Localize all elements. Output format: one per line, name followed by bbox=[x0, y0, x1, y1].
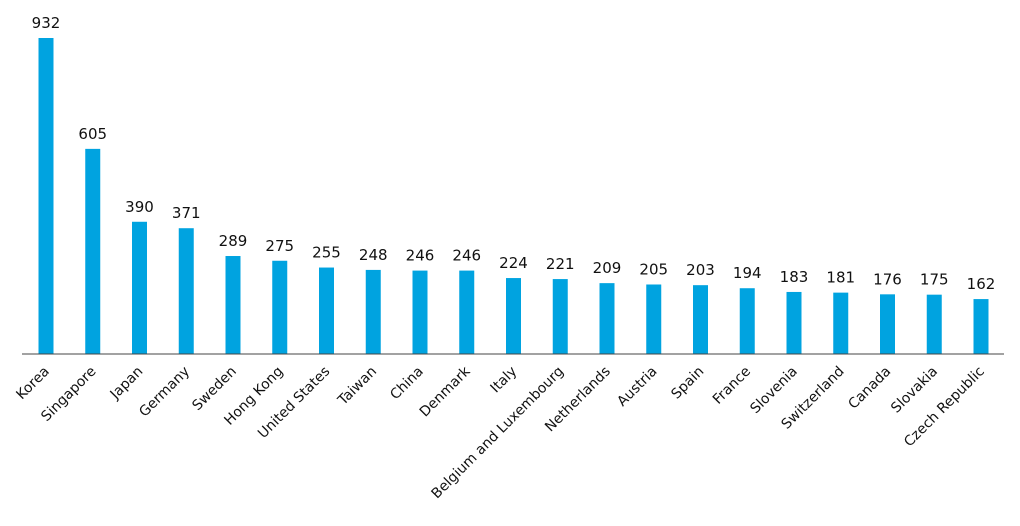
bar bbox=[646, 284, 662, 354]
bar bbox=[973, 299, 989, 354]
value-label: 181 bbox=[826, 269, 855, 287]
bar bbox=[459, 270, 475, 354]
x-tick-label: Austria bbox=[614, 364, 660, 410]
value-label: 175 bbox=[920, 271, 949, 289]
value-label: 203 bbox=[686, 261, 715, 279]
value-label: 246 bbox=[406, 247, 435, 265]
x-tick-label: Czech Republic bbox=[901, 364, 988, 451]
value-label: 224 bbox=[499, 254, 528, 272]
value-label: 209 bbox=[593, 259, 622, 277]
value-label: 176 bbox=[873, 270, 902, 288]
bar bbox=[412, 270, 428, 354]
value-label: 183 bbox=[780, 268, 809, 286]
value-label: 390 bbox=[125, 198, 154, 216]
bar bbox=[599, 283, 615, 354]
x-tick-label: Japan bbox=[107, 364, 147, 404]
value-label: 221 bbox=[546, 255, 575, 273]
bar bbox=[786, 291, 802, 354]
bar bbox=[319, 267, 334, 354]
bar bbox=[38, 38, 54, 354]
value-label: 162 bbox=[967, 275, 996, 293]
bar bbox=[365, 269, 381, 354]
bar bbox=[178, 228, 194, 354]
value-label: 605 bbox=[78, 125, 107, 143]
bar bbox=[132, 221, 147, 354]
value-label: 275 bbox=[265, 237, 294, 255]
bar bbox=[880, 294, 895, 354]
x-tick-label: Spain bbox=[668, 364, 707, 403]
value-label: 289 bbox=[219, 232, 248, 250]
x-tick-label: China bbox=[387, 364, 427, 404]
bar bbox=[833, 292, 849, 354]
bar bbox=[225, 256, 241, 354]
value-label: 205 bbox=[639, 260, 668, 278]
x-tick-label: Taiwan bbox=[334, 364, 380, 410]
value-label: 248 bbox=[359, 246, 388, 264]
bar bbox=[693, 285, 708, 354]
x-tick-label: Germany bbox=[136, 364, 193, 421]
bar bbox=[926, 294, 942, 354]
value-label: 932 bbox=[32, 14, 61, 32]
value-label: 371 bbox=[172, 204, 201, 222]
value-label: 255 bbox=[312, 244, 341, 262]
x-tick-label: Denmark bbox=[417, 363, 474, 420]
bar bbox=[739, 288, 755, 354]
value-label: 246 bbox=[452, 247, 481, 265]
x-tick-label: France bbox=[710, 364, 754, 408]
x-tick-label: Korea bbox=[13, 364, 52, 403]
bar bbox=[552, 279, 568, 354]
bar bbox=[85, 148, 101, 354]
bar bbox=[506, 278, 521, 354]
bar bbox=[272, 260, 288, 354]
value-label: 194 bbox=[733, 264, 762, 282]
x-tick-label: Italy bbox=[488, 364, 521, 397]
